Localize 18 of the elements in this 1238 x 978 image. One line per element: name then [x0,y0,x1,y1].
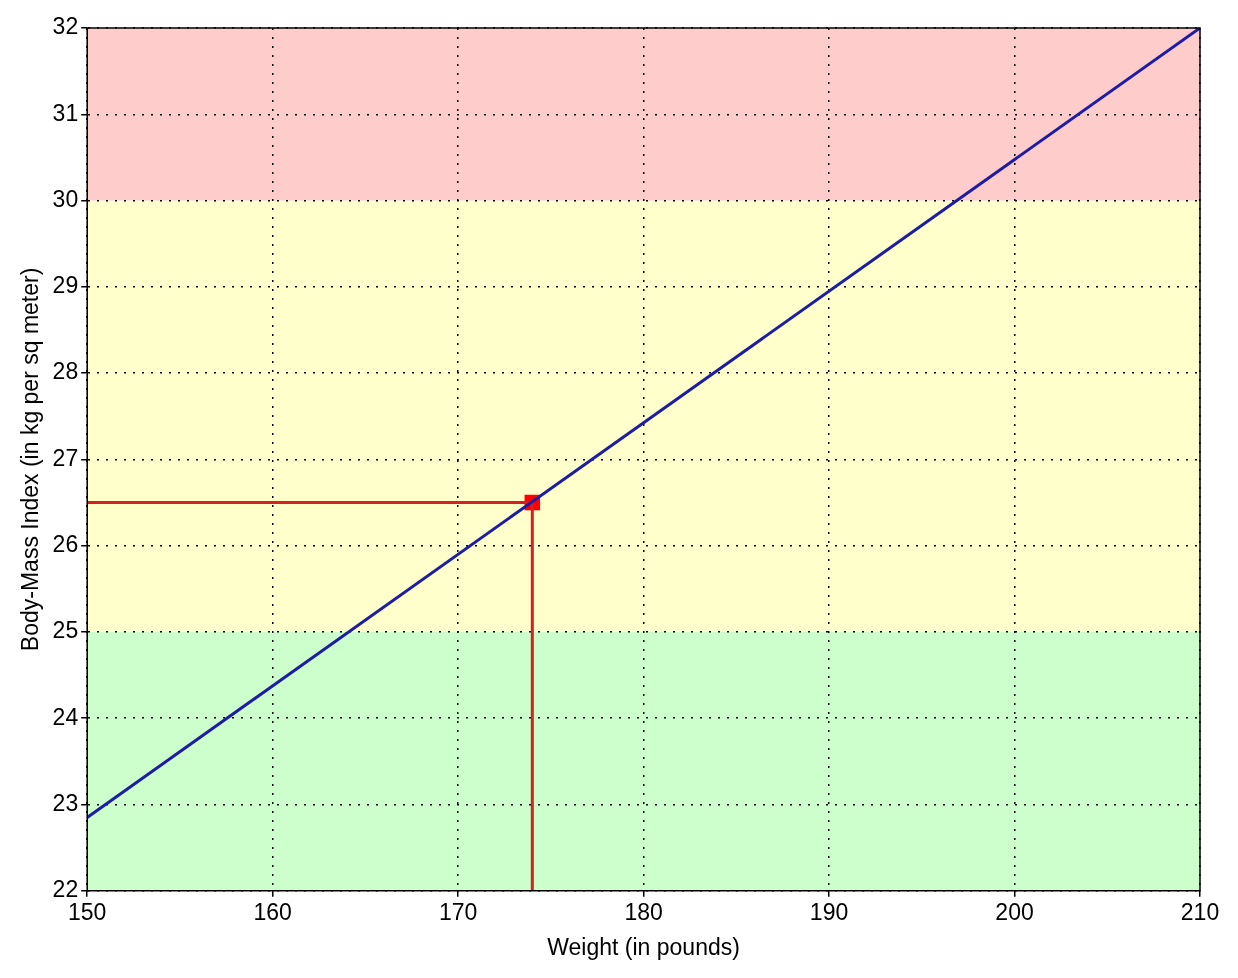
x-axis-title: Weight (in pounds) [547,933,740,960]
x-tick-label: 170 [438,898,478,925]
x-tick-label: 200 [995,898,1034,925]
y-tick-label: 31 [52,99,79,126]
y-tick-label: 30 [52,185,79,212]
y-tick-label: 26 [52,531,79,558]
y-tick-label: 23 [52,789,79,816]
y-tick-label: 27 [52,444,79,471]
y-tick-label: 29 [52,272,79,299]
y-tick-label: 28 [52,358,79,385]
x-tick-label: 210 [1180,898,1220,925]
y-axis-title: Body-Mass Index (in kg per sq meter) [17,267,44,652]
y-tick-label: 25 [52,617,79,644]
y-tick-label: 32 [52,13,79,40]
x-tick-label: 190 [809,898,849,925]
x-tick-label: 180 [624,898,663,925]
y-tick-label: 24 [52,703,79,730]
x-tick-label: 160 [253,898,292,925]
